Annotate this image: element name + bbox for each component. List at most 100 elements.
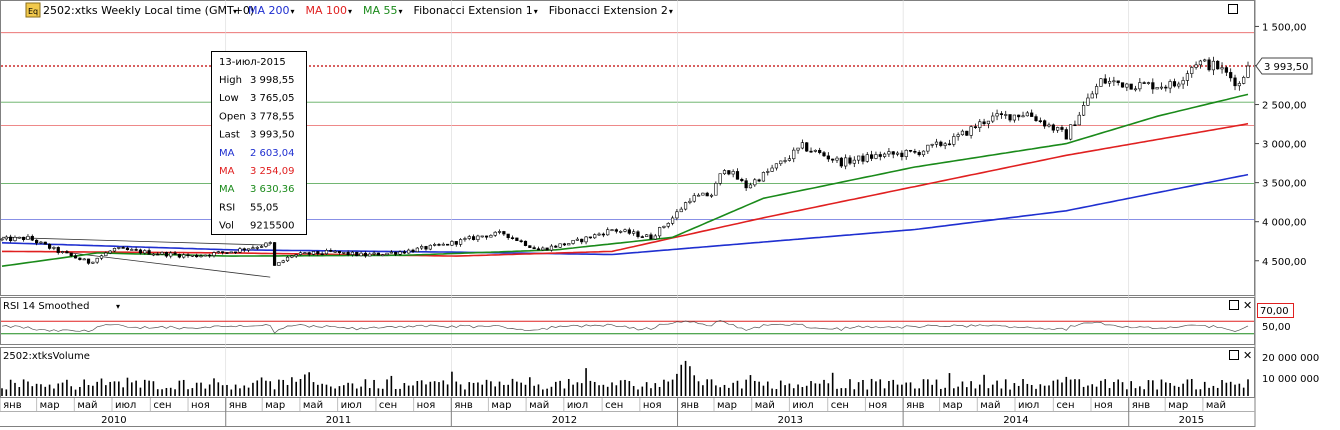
candle[interactable]	[134, 247, 138, 252]
volume-bar[interactable]	[317, 384, 319, 396]
candle[interactable]	[515, 237, 519, 242]
candle[interactable]	[549, 244, 554, 252]
volume-bar[interactable]	[1061, 382, 1063, 396]
volume-bar[interactable]	[355, 388, 358, 396]
candle[interactable]	[108, 249, 112, 255]
candle[interactable]	[251, 245, 255, 250]
volume-bar[interactable]	[442, 380, 445, 396]
candle[interactable]	[601, 232, 605, 238]
volume-bar[interactable]	[606, 386, 609, 396]
candle[interactable]	[662, 225, 666, 229]
volume-bar[interactable]	[524, 384, 527, 396]
candle[interactable]	[523, 240, 528, 247]
volume-bar[interactable]	[200, 382, 202, 396]
volume-bar[interactable]	[948, 373, 951, 396]
candle[interactable]	[1168, 79, 1172, 94]
candle[interactable]	[47, 243, 52, 250]
candle[interactable]	[1116, 80, 1120, 86]
volume-bar[interactable]	[611, 382, 613, 396]
volume-bar[interactable]	[1177, 386, 1180, 396]
candle[interactable]	[813, 149, 817, 153]
candle[interactable]	[1211, 56, 1215, 76]
candle[interactable]	[82, 258, 86, 261]
candle[interactable]	[632, 229, 636, 236]
volume-bar[interactable]	[221, 385, 224, 396]
candle[interactable]	[761, 171, 766, 182]
volume-bar[interactable]	[671, 379, 674, 396]
volume-bar[interactable]	[1208, 387, 1210, 396]
candle[interactable]	[316, 251, 320, 256]
candle[interactable]	[1151, 78, 1155, 94]
candle[interactable]	[43, 241, 47, 245]
volume-bar[interactable]	[645, 382, 648, 396]
volume-bar[interactable]	[723, 384, 726, 396]
candle[interactable]	[792, 147, 796, 163]
volume-bar[interactable]	[940, 388, 942, 396]
volume-bar[interactable]	[892, 379, 895, 396]
volume-bar[interactable]	[1074, 379, 1076, 396]
volume-bar[interactable]	[836, 388, 838, 396]
volume-bar[interactable]	[485, 379, 488, 396]
candle[interactable]	[333, 249, 337, 253]
volume-bar[interactable]	[455, 381, 458, 396]
candle[interactable]	[519, 239, 523, 243]
volume-bar[interactable]	[520, 382, 522, 396]
candle[interactable]	[1159, 82, 1164, 90]
volume-bar[interactable]	[503, 384, 505, 396]
candle[interactable]	[4, 235, 8, 241]
candle[interactable]	[143, 249, 147, 255]
candle[interactable]	[1081, 101, 1086, 117]
volume-bar[interactable]	[481, 384, 484, 396]
volume-bar[interactable]	[243, 385, 246, 396]
volume-bar[interactable]	[169, 387, 172, 396]
candle[interactable]	[844, 154, 848, 170]
candle[interactable]	[493, 231, 497, 237]
candle[interactable]	[1017, 114, 1021, 121]
volume-bar[interactable]	[234, 384, 237, 396]
volume-bar[interactable]	[1139, 386, 1141, 396]
volume-bar[interactable]	[14, 382, 16, 396]
candle[interactable]	[484, 235, 489, 240]
volume-bar[interactable]	[615, 385, 618, 396]
volume-bar[interactable]	[139, 387, 142, 396]
volume-bar[interactable]	[1000, 388, 1003, 396]
volume-bar[interactable]	[1056, 379, 1059, 396]
volume-bar[interactable]	[650, 388, 652, 396]
volume-bar[interactable]	[805, 385, 808, 396]
volume-bar[interactable]	[1108, 388, 1111, 396]
candle[interactable]	[597, 232, 601, 237]
candle[interactable]	[593, 233, 597, 239]
volume-bar[interactable]	[559, 380, 561, 396]
candle[interactable]	[471, 234, 476, 241]
candle[interactable]	[441, 242, 445, 246]
volume-bar[interactable]	[83, 379, 86, 396]
rsi-panel-title[interactable]: RSI 14 Smoothed	[3, 301, 89, 312]
volume-bar[interactable]	[325, 384, 328, 396]
candle[interactable]	[1177, 81, 1181, 89]
candle[interactable]	[350, 250, 355, 257]
volume-bar[interactable]	[1026, 383, 1029, 396]
candle[interactable]	[298, 251, 303, 256]
candle[interactable]	[636, 230, 640, 239]
candle[interactable]	[394, 251, 398, 257]
candle[interactable]	[156, 252, 160, 256]
volume-panel-title[interactable]: 2502:xtksVolume	[3, 351, 90, 362]
volume-bar[interactable]	[381, 388, 384, 396]
candle[interactable]	[973, 123, 978, 129]
volume-bar[interactable]	[801, 387, 804, 396]
candle[interactable]	[160, 251, 164, 256]
volume-bar[interactable]	[996, 380, 998, 396]
volume-bar[interactable]	[728, 387, 730, 396]
volume-bar[interactable]	[632, 385, 635, 396]
volume-bar[interactable]	[935, 379, 938, 396]
volume-bar[interactable]	[498, 381, 501, 396]
volume-bar[interactable]	[239, 388, 241, 396]
volume-bar[interactable]	[265, 380, 267, 396]
volume-bar[interactable]	[576, 382, 579, 396]
volume-bar[interactable]	[394, 389, 397, 396]
candle[interactable]	[934, 138, 939, 148]
candle[interactable]	[653, 233, 657, 240]
volume-bar[interactable]	[122, 387, 124, 396]
volume-bar[interactable]	[788, 383, 791, 396]
volume-bar[interactable]	[684, 360, 687, 396]
